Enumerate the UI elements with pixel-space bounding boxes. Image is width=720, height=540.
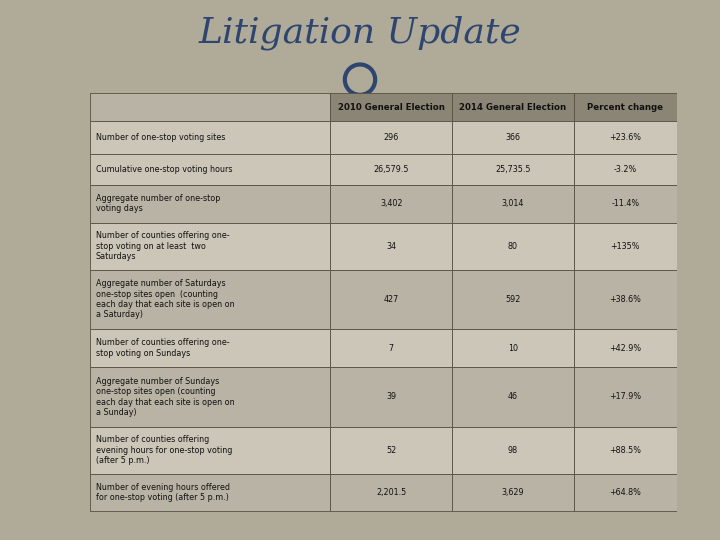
- Text: 10: 10: [508, 343, 518, 353]
- Text: 3,014: 3,014: [502, 199, 524, 208]
- Text: Number of counties offering one-
stop voting on at least  two
Saturdays: Number of counties offering one- stop vo…: [96, 231, 230, 261]
- Text: Number of counties offering
evening hours for one-stop voting
(after 5 p.m.): Number of counties offering evening hour…: [96, 435, 233, 465]
- Bar: [90, 93, 330, 121]
- Text: Aggregate number of Saturdays
one-stop sites open  (counting
each day that each : Aggregate number of Saturdays one-stop s…: [96, 279, 235, 320]
- Text: Aggregate number of Sundays
one-stop sites open (counting
each day that each sit: Aggregate number of Sundays one-stop sit…: [96, 377, 235, 417]
- Bar: [574, 222, 677, 269]
- Bar: [90, 367, 330, 427]
- Text: Cumulative one-stop voting hours: Cumulative one-stop voting hours: [96, 165, 233, 174]
- Text: 3,629: 3,629: [502, 488, 524, 497]
- Text: Percent change: Percent change: [588, 103, 663, 112]
- Bar: [330, 154, 452, 185]
- Text: 39: 39: [386, 393, 396, 401]
- Bar: [330, 93, 452, 121]
- Text: +23.6%: +23.6%: [609, 133, 642, 143]
- Text: +38.6%: +38.6%: [609, 295, 642, 304]
- Text: 427: 427: [384, 295, 399, 304]
- Bar: [330, 474, 452, 511]
- Text: 80: 80: [508, 241, 518, 251]
- Text: 366: 366: [505, 133, 521, 143]
- Bar: [452, 185, 574, 222]
- Text: +64.8%: +64.8%: [609, 488, 642, 497]
- Bar: [90, 269, 330, 329]
- Bar: [574, 269, 677, 329]
- Bar: [452, 269, 574, 329]
- Text: 296: 296: [384, 133, 399, 143]
- Bar: [90, 329, 330, 367]
- Bar: [90, 121, 330, 154]
- Bar: [452, 93, 574, 121]
- Text: Litigation Update: Litigation Update: [199, 16, 521, 50]
- Text: Aggregate number of one-stop
voting days: Aggregate number of one-stop voting days: [96, 194, 220, 213]
- Text: 46: 46: [508, 393, 518, 401]
- Text: 2014 General Election: 2014 General Election: [459, 103, 567, 112]
- Text: 25,735.5: 25,735.5: [495, 165, 531, 174]
- Bar: [574, 93, 677, 121]
- Bar: [330, 269, 452, 329]
- Text: 2010 General Election: 2010 General Election: [338, 103, 445, 112]
- Bar: [574, 474, 677, 511]
- Bar: [330, 367, 452, 427]
- Bar: [90, 185, 330, 222]
- Text: 52: 52: [386, 446, 396, 455]
- Bar: [330, 427, 452, 474]
- Bar: [574, 154, 677, 185]
- Bar: [330, 222, 452, 269]
- Text: 98: 98: [508, 446, 518, 455]
- Text: Number of one-stop voting sites: Number of one-stop voting sites: [96, 133, 225, 143]
- Text: +17.9%: +17.9%: [609, 393, 642, 401]
- Text: 3,402: 3,402: [380, 199, 402, 208]
- Text: +135%: +135%: [611, 241, 640, 251]
- Bar: [574, 427, 677, 474]
- Bar: [452, 427, 574, 474]
- Text: Number of evening hours offered
for one-stop voting (after 5 p.m.): Number of evening hours offered for one-…: [96, 483, 230, 502]
- Text: 34: 34: [386, 241, 396, 251]
- Bar: [452, 121, 574, 154]
- Text: Number of counties offering one-
stop voting on Sundays: Number of counties offering one- stop vo…: [96, 339, 230, 358]
- Text: 2,201.5: 2,201.5: [376, 488, 406, 497]
- Bar: [90, 154, 330, 185]
- Bar: [90, 474, 330, 511]
- Text: +88.5%: +88.5%: [609, 446, 642, 455]
- Bar: [330, 329, 452, 367]
- Bar: [574, 329, 677, 367]
- Text: -11.4%: -11.4%: [611, 199, 639, 208]
- Bar: [452, 474, 574, 511]
- Bar: [452, 222, 574, 269]
- Bar: [574, 367, 677, 427]
- Bar: [90, 427, 330, 474]
- Text: -3.2%: -3.2%: [613, 165, 637, 174]
- Bar: [574, 185, 677, 222]
- Bar: [452, 329, 574, 367]
- Text: 592: 592: [505, 295, 521, 304]
- Bar: [574, 121, 677, 154]
- Bar: [452, 367, 574, 427]
- Bar: [452, 154, 574, 185]
- Text: +42.9%: +42.9%: [609, 343, 642, 353]
- Bar: [90, 222, 330, 269]
- Text: 26,579.5: 26,579.5: [374, 165, 409, 174]
- Bar: [330, 185, 452, 222]
- Bar: [330, 121, 452, 154]
- Text: 7: 7: [389, 343, 394, 353]
